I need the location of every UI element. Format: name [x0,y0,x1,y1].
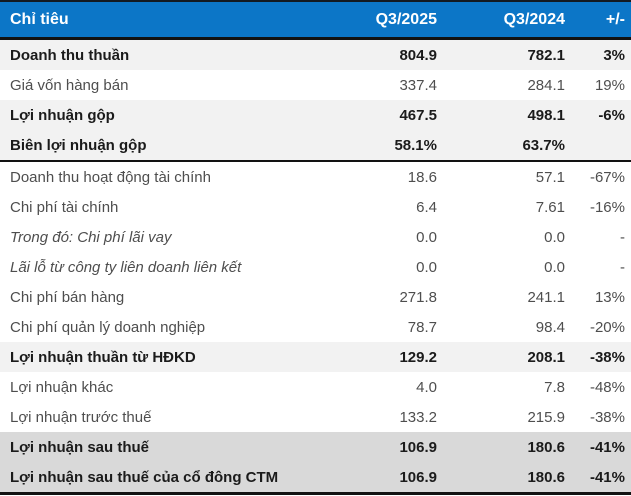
table-row: Chi phí tài chính 6.4 7.61 -16% [0,192,631,222]
row-value: 18.6 [355,161,437,192]
row-label: Lợi nhuận gộp [0,100,355,130]
row-value: 78.7 [355,312,437,342]
row-value: 0.0 [437,222,565,252]
column-header-q3-2025: Q3/2025 [355,1,437,40]
row-value: 180.6 [437,462,565,494]
row-value: 498.1 [437,100,565,130]
row-value: 7.8 [437,372,565,402]
row-value: 241.1 [437,282,565,312]
row-value: -38% [565,402,631,432]
row-value: 0.0 [355,222,437,252]
table-row: Giá vốn hàng bán 337.4 284.1 19% [0,70,631,100]
row-value: -6% [565,100,631,130]
row-value: 0.0 [355,252,437,282]
row-value: 4.0 [355,372,437,402]
row-value: 58.1% [355,130,437,162]
row-value: 215.9 [437,402,565,432]
row-value: 284.1 [437,70,565,100]
row-label: Lợi nhuận sau thuế [0,432,355,462]
table-row: Lợi nhuận khác 4.0 7.8 -48% [0,372,631,402]
row-label: Lợi nhuận trước thuế [0,402,355,432]
row-value: 19% [565,70,631,100]
table-row: Trong đó: Chi phí lãi vay 0.0 0.0- [0,222,631,252]
table-row: Biên lợi nhuận gộp 58.1% 63.7% [0,130,631,162]
row-value: 129.2 [355,342,437,372]
table-row: Lợi nhuận sau thuế của cổ đông CTM 106.9 1… [0,462,631,494]
table-row: Doanh thu thuần 804.9 782.1 3% [0,38,631,70]
row-value: 782.1 [437,38,565,70]
column-header-change: +/- [565,1,631,40]
row-label: Chi phí quản lý doanh nghiệp [0,312,355,342]
row-label: Biên lợi nhuận gộp [0,130,355,162]
row-label: Lãi lỗ từ công ty liên doanh liên kết [0,252,355,282]
row-value: -48% [565,372,631,402]
table-row: Lợi nhuận trước thuế 133.2 215.9 -38% [0,402,631,432]
row-value: -41% [565,462,631,494]
table-row: Lợi nhuận gộp 467.5 498.1 -6% [0,100,631,130]
row-label: Doanh thu hoạt động tài chính [0,161,355,192]
row-label: Lợi nhuận khác [0,372,355,402]
table-header-row: Chỉ tiêu Q3/2025 Q3/2024 +/- [0,1,631,40]
row-value [565,130,631,162]
row-value: - [565,222,631,252]
table-row: Chi phí bán hàng 271.8 241.1 13% [0,282,631,312]
row-value: 106.9 [355,462,437,494]
column-header-criteria: Chỉ tiêu [0,1,355,40]
row-value: -16% [565,192,631,222]
row-value: -20% [565,312,631,342]
row-value: 98.4 [437,312,565,342]
row-label: Lợi nhuận thuần từ HĐKD [0,342,355,372]
row-label: Giá vốn hàng bán [0,70,355,100]
row-value: 271.8 [355,282,437,312]
row-value: - [565,252,631,282]
row-label: Trong đó: Chi phí lãi vay [0,222,355,252]
row-label: Doanh thu thuần [0,38,355,70]
row-value: 3% [565,38,631,70]
row-value: 7.61 [437,192,565,222]
row-value: 63.7% [437,130,565,162]
row-value: 133.2 [355,402,437,432]
row-value: 337.4 [355,70,437,100]
row-value: 13% [565,282,631,312]
row-value: 106.9 [355,432,437,462]
row-value: 180.6 [437,432,565,462]
row-value: 6.4 [355,192,437,222]
row-value: -41% [565,432,631,462]
row-label: Chi phí bán hàng [0,282,355,312]
row-label: Lợi nhuận sau thuế của cổ đông CTM [0,462,355,494]
table-body: Doanh thu thuần 804.9 782.1 3% Giá vốn hàng … [0,38,631,494]
column-header-q3-2024: Q3/2024 [437,1,565,40]
row-value: 467.5 [355,100,437,130]
table-row: Chi phí quản lý doanh nghiệp 78.7 98.4 -20% [0,312,631,342]
row-value: 57.1 [437,161,565,192]
row-value: 804.9 [355,38,437,70]
table-row: Lợi nhuận sau thuế 106.9 180.6 -41% [0,432,631,462]
table-row: Doanh thu hoạt động tài chính 18.6 57.1 -67… [0,161,631,192]
table-row: Lãi lỗ từ công ty liên doanh liên kết 0.0… [0,252,631,282]
table-row: Lợi nhuận thuần từ HĐKD 129.2 208.1 -38% [0,342,631,372]
row-value: -38% [565,342,631,372]
row-value: 0.0 [437,252,565,282]
row-value: 208.1 [437,342,565,372]
row-value: -67% [565,161,631,192]
row-label: Chi phí tài chính [0,192,355,222]
